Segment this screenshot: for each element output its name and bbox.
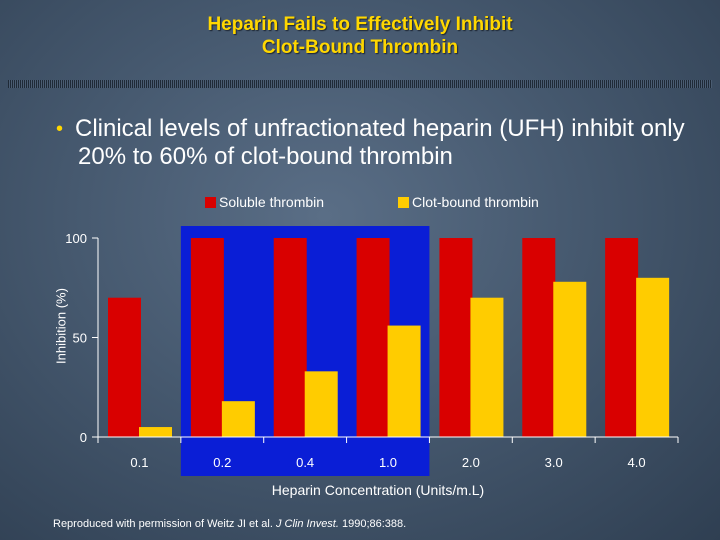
y-tick-label-50: 50: [73, 331, 87, 346]
title-divider: [8, 80, 712, 88]
x-tick-label-4.0: 4.0: [628, 455, 646, 470]
bar-clot-bound-0.4: [304, 371, 338, 437]
x-tick-label-3.0: 3.0: [545, 455, 563, 470]
bullet-point: • Clinical levels of unfractionated hepa…: [56, 115, 708, 171]
x-tick-label-2.0: 2.0: [462, 455, 480, 470]
legend-label-clot-bound: Clot-bound thrombin: [412, 194, 539, 210]
bullet-text: Clinical levels of unfractionated hepari…: [75, 115, 685, 170]
bar-clot-bound-2.0: [470, 297, 504, 437]
bar-clot-bound-3.0: [553, 281, 587, 437]
legend-item-clot-bound: Clot-bound thrombin: [398, 194, 539, 210]
bar-soluble-1.0: [356, 238, 390, 437]
citation-suffix: 1990;86:388.: [338, 518, 407, 530]
bar-soluble-3.0: [522, 238, 556, 437]
legend-item-soluble: Soluble thrombin: [205, 194, 324, 210]
bar-clot-bound-0.1: [139, 427, 172, 437]
citation-journal: J Clin Invest.: [275, 518, 339, 530]
citation-note: Reproduced with permission of Weitz JI e…: [53, 518, 406, 530]
bar-soluble-4.0: [605, 238, 639, 437]
bar-soluble-0.2: [190, 238, 224, 437]
bar-soluble-2.0: [439, 238, 473, 437]
bar-clot-bound-4.0: [636, 277, 670, 437]
y-tick-label-0: 0: [80, 430, 87, 445]
x-tick-label-0.2: 0.2: [213, 455, 231, 470]
bullet-icon: •: [56, 118, 64, 140]
y-axis-label: Inhibition (%): [53, 288, 69, 364]
bar-soluble-0.1: [108, 297, 141, 437]
legend-swatch-clot-bound: [398, 197, 409, 208]
x-tick-label-0.4: 0.4: [296, 455, 314, 470]
y-tick-label-100: 100: [65, 231, 87, 246]
legend-label-soluble: Soluble thrombin: [219, 194, 325, 210]
x-tick-label-1.0: 1.0: [379, 455, 397, 470]
title-line-2: Clot-Bound Thrombin: [261, 37, 459, 58]
bar-soluble-0.4: [273, 238, 307, 437]
bar-clot-bound-1.0: [387, 325, 421, 437]
title-line-1: Heparin Fails to Effectively Inhibit: [207, 14, 513, 35]
x-tick-label-0.1: 0.1: [130, 455, 148, 470]
bar-clot-bound-0.2: [221, 401, 255, 437]
citation-prefix: Reproduced with permission of Weitz JI e…: [53, 518, 276, 530]
x-axis-label: Heparin Concentration (Units/m.L): [271, 482, 485, 498]
legend-swatch-soluble: [205, 197, 216, 208]
